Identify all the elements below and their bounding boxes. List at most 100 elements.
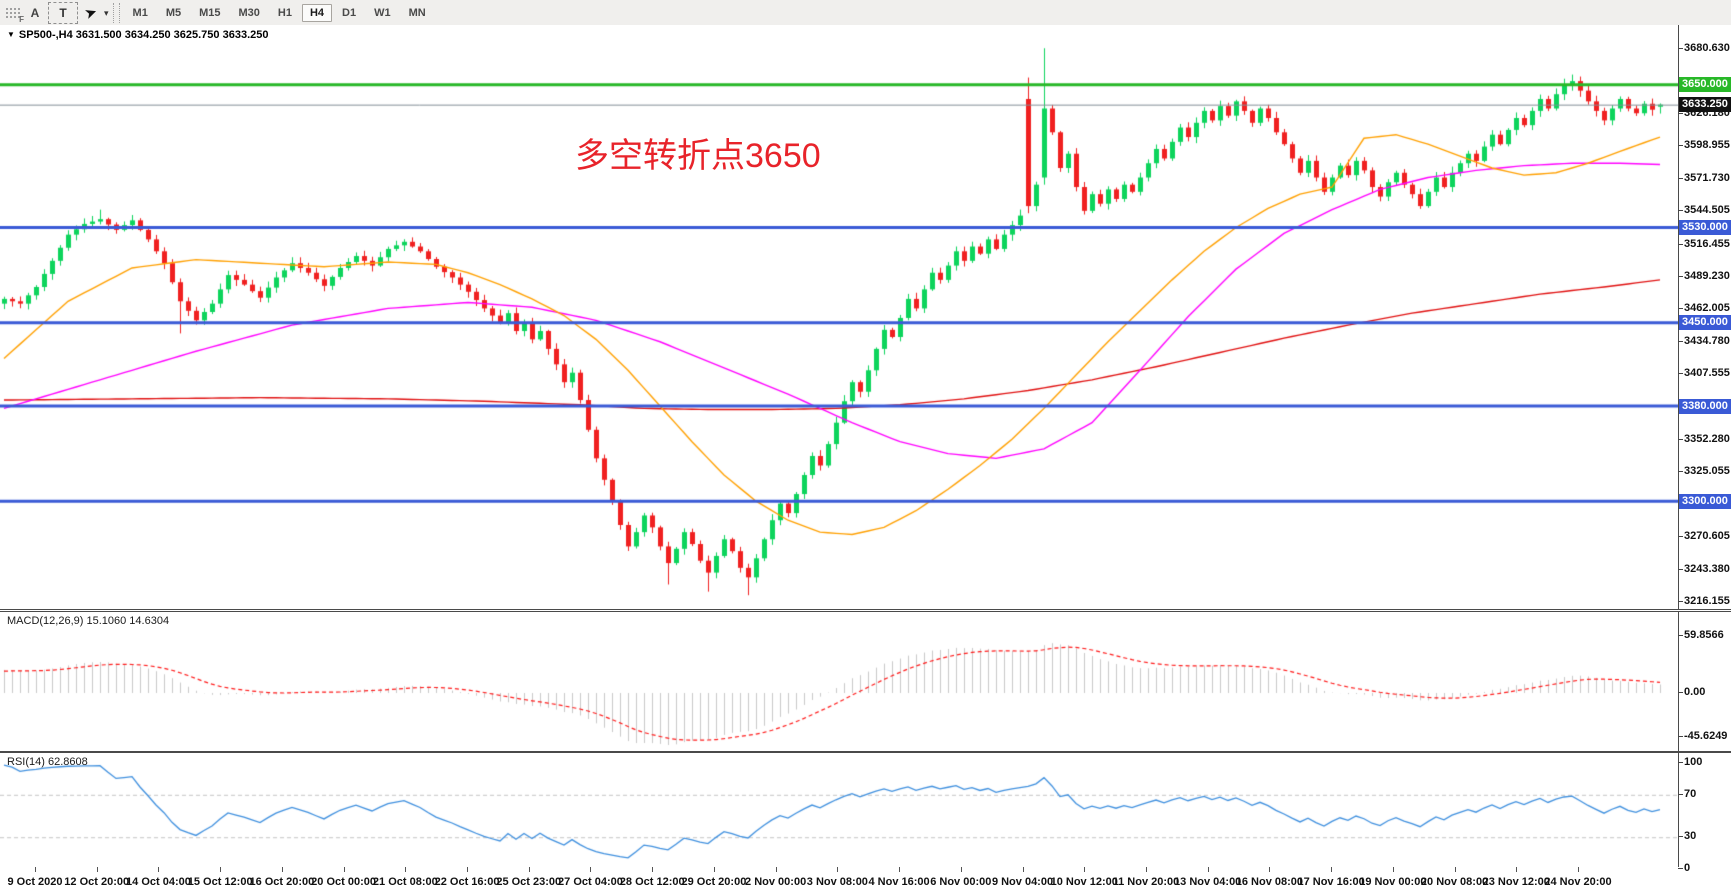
indicators-grid-icon[interactable]: F xyxy=(5,6,24,24)
axis-tick-dash xyxy=(1678,210,1683,212)
timeframe-button-MN[interactable]: MN xyxy=(408,7,426,19)
time-axis-label: 13 Nov 04:00 xyxy=(1174,876,1242,888)
time-axis-label: 29 Oct 20:00 xyxy=(681,876,747,888)
timeframe-button-H1[interactable]: H1 xyxy=(277,7,292,19)
price-badge-3650.000: 3650.000 xyxy=(1679,77,1731,93)
axis-tick-label: -45.6249 xyxy=(1684,729,1728,742)
price-badge-3633.250: 3633.250 xyxy=(1679,97,1731,113)
timeframe-button-H4[interactable]: H4 xyxy=(301,4,333,22)
text-label-icon[interactable]: A xyxy=(30,6,40,20)
time-axis-label: 11 Nov 20:00 xyxy=(1112,876,1180,888)
rsi-label: RSI(14) 62.8608 xyxy=(7,756,88,768)
time-axis-label: 14 Oct 04:00 xyxy=(126,876,191,888)
price-badge-3450.000: 3450.000 xyxy=(1679,315,1731,331)
axis-tick-label: 3434.780 xyxy=(1684,334,1730,347)
axis-tick-dash xyxy=(1678,438,1683,440)
axis-tick-label: 0 xyxy=(1684,862,1691,874)
axis-tick-label: 3462.005 xyxy=(1684,302,1730,315)
axis-tick-label: 3680.630 xyxy=(1684,42,1730,55)
time-axis-label: 16 Oct 20:00 xyxy=(249,876,315,888)
axis-tick-dash xyxy=(1678,762,1683,763)
timeframe-button-W1[interactable]: W1 xyxy=(374,7,391,19)
axis-tick-label: 3598.955 xyxy=(1684,139,1730,152)
collapse-triangle-icon[interactable]: ▼ xyxy=(7,30,15,39)
time-axis-tick xyxy=(960,867,962,872)
axis-tick-label: 3516.455 xyxy=(1684,237,1730,250)
toolbar: F A T ➤ ▾ M1 M5 M15 M30 H1 H4 D1 W1 MN xyxy=(0,0,1731,27)
timeframe-button-M15[interactable]: M15 xyxy=(199,7,221,19)
axis-tick-dash xyxy=(1678,536,1683,538)
symbol-title-text: SP500-,H4 3631.500 3634.250 3625.750 363… xyxy=(18,29,269,41)
timeframe-button-M5[interactable]: M5 xyxy=(165,7,182,19)
time-axis-tick xyxy=(899,867,901,872)
time-axis-label: 12 Oct 20:00 xyxy=(64,876,130,888)
axis-tick-label: 3216.155 xyxy=(1684,594,1730,607)
timeframe-button-D1[interactable]: D1 xyxy=(342,7,357,19)
time-axis-label: 10 Nov 12:00 xyxy=(1050,876,1118,888)
axis-tick-dash xyxy=(1678,276,1683,278)
time-axis-tick xyxy=(1578,867,1579,872)
time-axis-tick xyxy=(775,867,777,872)
axis-tick-dash xyxy=(1678,793,1683,795)
time-axis-label: 21 Oct 08:00 xyxy=(372,876,438,888)
axis-tick-dash xyxy=(1678,48,1683,50)
axis-tick-dash xyxy=(1678,868,1683,869)
price-badge-3530.000: 3530.000 xyxy=(1679,220,1731,235)
time-axis-tick xyxy=(220,867,222,872)
axis-tick-dash xyxy=(1678,836,1683,838)
axis-tick-dash xyxy=(1678,692,1683,693)
axis-tick-dash xyxy=(1678,113,1683,115)
time-axis-label: 23 Nov 12:00 xyxy=(1482,876,1550,888)
macd-canvas[interactable] xyxy=(0,612,1679,751)
cursor-tools-icon[interactable]: ➤ xyxy=(83,3,99,22)
rsi-canvas[interactable] xyxy=(0,753,1679,868)
axis-tick-label: 3325.055 xyxy=(1684,465,1730,478)
symbol-title[interactable]: ▼ SP500-,H4 3631.500 3634.250 3625.750 36… xyxy=(7,29,268,41)
axis-tick-label: 3489.230 xyxy=(1684,270,1730,283)
time-axis-tick xyxy=(1269,867,1271,872)
text-box-icon[interactable]: T xyxy=(48,2,78,24)
time-axis-tick xyxy=(528,867,530,872)
timeframe-button-M1[interactable]: M1 xyxy=(132,7,148,19)
axis-tick-label: 3352.280 xyxy=(1684,432,1730,445)
axis-tick-label: 100 xyxy=(1684,756,1703,768)
time-axis-tick xyxy=(96,867,98,872)
time-axis-label: 28 Oct 12:00 xyxy=(619,876,685,888)
time-axis-label: 16 Nov 08:00 xyxy=(1235,876,1304,888)
time-axis-tick xyxy=(1392,867,1394,872)
time-axis-tick xyxy=(590,867,592,872)
main-chart-pane: ▼ SP500-,H4 3631.500 3634.250 3625.750 36… xyxy=(0,25,1731,610)
axis-tick-dash xyxy=(1678,471,1683,473)
axis-tick-dash xyxy=(1678,177,1683,179)
time-axis-label: 25 Oct 23:00 xyxy=(496,876,562,888)
time-axis-label: 24 Nov 20:00 xyxy=(1544,876,1612,888)
time-axis-label: 17 Nov 16:00 xyxy=(1297,876,1365,888)
axis-tick-dash xyxy=(1678,600,1683,602)
axis-tick-label: 3571.730 xyxy=(1684,171,1730,184)
time-axis-tick xyxy=(405,867,407,872)
axis-tick-dash xyxy=(1678,568,1683,570)
time-axis-label: 22 Oct 16:00 xyxy=(434,876,500,888)
time-axis[interactable] xyxy=(0,867,1731,895)
timeframe-button-M30[interactable]: M30 xyxy=(238,7,260,19)
time-axis-label: 4 Nov 16:00 xyxy=(868,876,930,888)
time-axis-tick xyxy=(1516,867,1518,872)
time-axis-tick xyxy=(713,867,715,872)
dropdown-caret-icon[interactable]: ▾ xyxy=(104,7,109,18)
axis-tick-label: 59.8566 xyxy=(1684,628,1724,641)
time-axis-tick xyxy=(1022,867,1024,872)
time-axis-tick xyxy=(343,867,345,872)
time-axis-tick xyxy=(1454,867,1456,872)
axis-tick-label: 3544.505 xyxy=(1684,204,1730,217)
rsi-pane: RSI(14) 62.8608 xyxy=(0,752,1731,869)
time-axis-tick xyxy=(837,867,839,872)
main-chart-canvas[interactable] xyxy=(0,25,1679,609)
axis-tick-dash xyxy=(1678,373,1683,375)
toolbar-left-group: F A T ➤ ▾ xyxy=(0,0,109,26)
time-axis-tick xyxy=(158,867,160,872)
macd-values: 15.1060 14.6304 xyxy=(86,615,170,627)
axis-tick-dash xyxy=(1678,243,1683,245)
time-axis-tick xyxy=(1084,867,1086,872)
axis-tick-label: 3243.380 xyxy=(1684,562,1730,575)
